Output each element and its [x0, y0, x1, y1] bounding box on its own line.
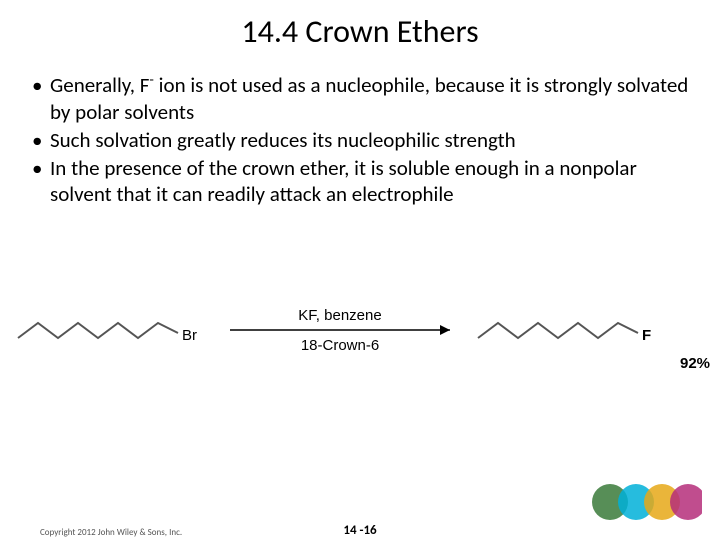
copyright-text: Copyright 2012 John Wiley & Sons, Inc. [40, 527, 182, 538]
bullet-item: In the presence of the crown ether, it i… [30, 155, 690, 208]
bullet-item: Generally, F- ion is not used as a nucle… [30, 72, 690, 125]
yield-label: 92% [680, 355, 710, 372]
page-title: 14.4 Crown Ethers [0, 12, 720, 51]
reagent-top: KF, benzene [298, 307, 381, 324]
decor-circles-icon [592, 480, 702, 524]
reaction-arrowhead [440, 325, 450, 335]
product-label: F [642, 327, 651, 344]
reactant-label: Br [182, 327, 197, 344]
reactant-chain [18, 323, 178, 338]
bullet-item: Such solvation greatly reduces its nucle… [30, 127, 690, 153]
reaction-scheme: Br KF, benzene 18-Crown-6 F 92% [10, 290, 710, 380]
reagent-bottom: 18-Crown-6 [301, 337, 379, 354]
bullet-text-pre: Generally, F [50, 72, 149, 98]
product-chain [478, 323, 638, 338]
bullet-text-pre: In the presence of the crown ether, it i… [50, 155, 637, 207]
bullet-list: Generally, F- ion is not used as a nucle… [30, 72, 690, 207]
page-number: 14 -16 [343, 523, 376, 538]
bullet-text-pre: Such solvation greatly reduces its nucle… [50, 127, 516, 153]
